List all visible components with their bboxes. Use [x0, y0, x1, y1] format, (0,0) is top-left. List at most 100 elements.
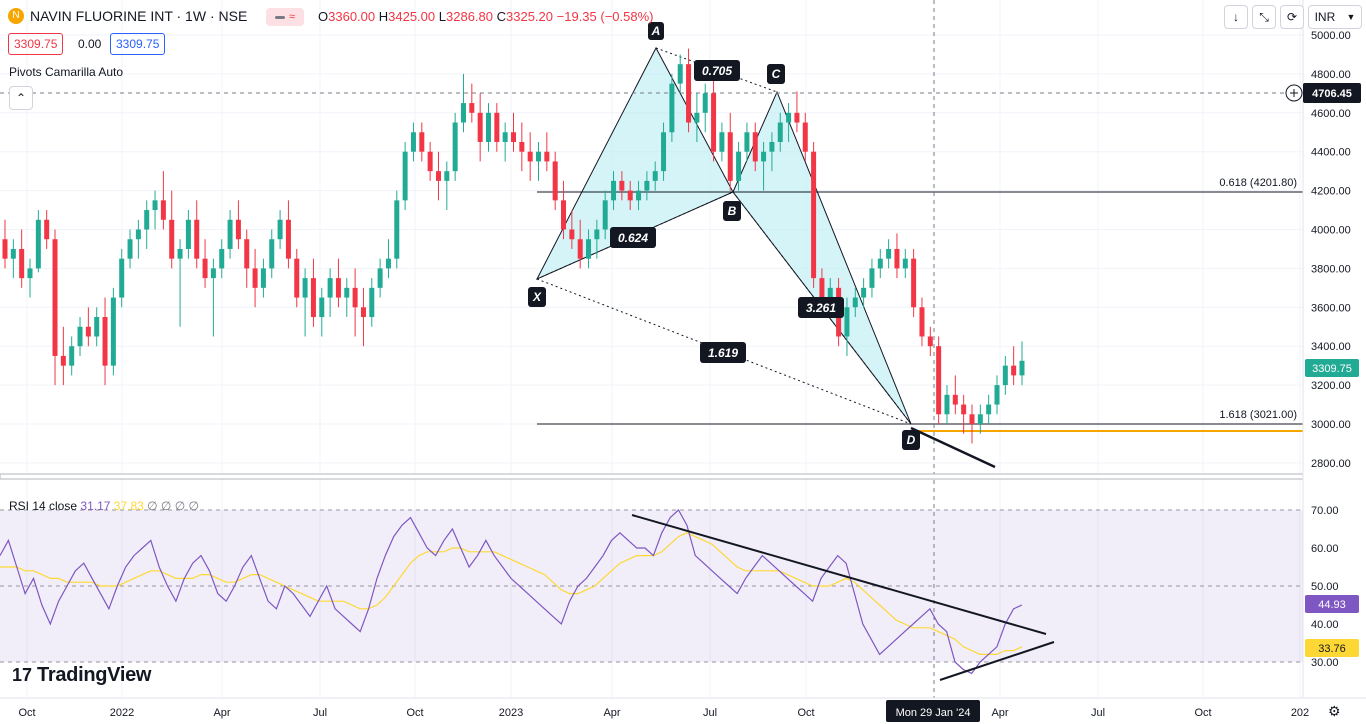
refresh-icon: ⟳ — [1286, 10, 1298, 24]
rsi-tick: 30.00 — [1311, 657, 1339, 669]
chevron-down-icon: ▼ — [1346, 12, 1356, 22]
candle — [927, 326, 933, 356]
visibility-toggle[interactable]: ≈ — [266, 8, 304, 26]
candle — [594, 219, 600, 259]
symbol-title: NAVIN FLUORINE INT · 1W · NSE — [30, 8, 248, 24]
crosshair-price-label: 4706.45 — [1303, 83, 1361, 103]
price-axis: 5000.00 4800.00 4600.00 4400.00 4200.00 4000.… — [1311, 30, 1351, 470]
time-tick: 2023 — [499, 707, 523, 719]
time-tick: 202 — [1291, 707, 1309, 719]
price-tick: 4000.00 — [1311, 225, 1351, 237]
candle — [69, 336, 75, 376]
candle — [669, 73, 675, 142]
symbol-logo-icon: N — [8, 8, 24, 24]
candle — [877, 248, 883, 279]
candle — [702, 83, 708, 133]
candle — [310, 258, 316, 327]
price-tick: 3600.00 — [1311, 302, 1351, 314]
candle — [269, 229, 275, 279]
candle — [569, 210, 575, 249]
price-tick: 4400.00 — [1311, 147, 1351, 159]
time-tick: Jul — [1091, 707, 1105, 719]
candle — [285, 200, 291, 269]
bid-box[interactable]: 3309.75 — [8, 33, 64, 55]
arrow-down-button[interactable]: ↓ — [1224, 5, 1248, 29]
point-label-x: X — [528, 287, 546, 307]
candle — [327, 268, 333, 318]
candle — [919, 297, 925, 347]
pane-separator[interactable] — [0, 473, 1304, 480]
candle — [302, 268, 308, 337]
currency-select[interactable]: INR ▼ — [1308, 5, 1362, 29]
fullscreen-button[interactable]: ⤡ — [1252, 5, 1276, 29]
ohlc-values: O3360.00 H3425.00 L3286.80 C3325.20 −19.… — [318, 9, 654, 24]
candle — [185, 210, 191, 259]
currency-label: INR — [1314, 10, 1336, 24]
candle — [394, 190, 400, 269]
svg-text:1.619: 1.619 — [708, 346, 738, 360]
collapse-button[interactable]: ⌃ — [9, 86, 33, 110]
candle — [52, 229, 58, 386]
candle — [202, 239, 208, 288]
symbol-header[interactable]: N NAVIN FLUORINE INT · 1W · NSE — [8, 8, 247, 24]
svg-text:33.76: 33.76 — [1318, 643, 1346, 655]
candle — [360, 287, 366, 347]
svg-text:3309.75: 3309.75 — [1312, 363, 1352, 375]
tv-logo-icon: 17 — [12, 665, 33, 685]
candle — [969, 404, 975, 444]
candle — [102, 297, 108, 386]
candle — [527, 132, 533, 181]
candle — [344, 278, 350, 318]
candle — [169, 190, 175, 269]
time-cursor-label: Mon 29 Jan '24 — [886, 700, 980, 722]
candle — [85, 307, 91, 347]
rsi-trend-lower — [939, 641, 1055, 681]
harmonic-ac — [655, 47, 778, 93]
fib-0618-label: 0.618 (4201.80) — [1219, 177, 1297, 189]
candle — [1011, 346, 1017, 386]
candle — [335, 258, 341, 308]
candle — [502, 122, 508, 162]
candle — [260, 258, 266, 298]
candle — [352, 268, 358, 337]
candle — [519, 122, 525, 172]
candle — [419, 122, 425, 162]
candle — [452, 112, 458, 181]
time-tick: Oct — [1194, 707, 1211, 719]
candle — [561, 180, 567, 240]
price-tick: 5000.00 — [1311, 30, 1351, 42]
ratio-label-xd: 1.619 — [700, 342, 746, 363]
refresh-button[interactable]: ⟳ — [1280, 5, 1304, 29]
candle — [961, 394, 967, 434]
candle — [794, 91, 800, 133]
settings-button[interactable]: ⚙ — [1328, 703, 1344, 719]
rsi-header[interactable]: RSI 14 close 31.17 37.83 ∅ ∅ ∅ ∅ — [9, 499, 199, 513]
tradingview-logo: 17 TradingView — [12, 664, 151, 687]
candle — [744, 122, 750, 162]
price-tick: 4200.00 — [1311, 186, 1351, 198]
candle — [602, 190, 608, 240]
chevron-up-icon: ⌃ — [15, 91, 27, 105]
time-tick: Jul — [313, 707, 327, 719]
candle — [35, 210, 41, 273]
candle — [177, 239, 183, 327]
candle — [861, 278, 867, 308]
candle — [619, 171, 625, 201]
svg-text:B: B — [728, 204, 737, 218]
candle — [711, 73, 717, 162]
candle — [410, 122, 416, 162]
indicator-label[interactable]: Pivots Camarilla Auto — [9, 65, 124, 79]
candle — [94, 307, 100, 347]
candles-group — [2, 48, 1025, 444]
ask-box[interactable]: 3309.75 — [110, 33, 166, 55]
rsi-value: 31.17 — [80, 499, 111, 513]
point-label-a: A — [648, 22, 664, 40]
rsi-label: RSI 14 close — [9, 499, 78, 513]
rsi-tick: 70.00 — [1311, 505, 1339, 517]
price-tick: 2800.00 — [1311, 458, 1351, 470]
ratio-label-xb: 0.624 — [610, 227, 656, 248]
crosshair-add-icon[interactable] — [1285, 84, 1303, 102]
candle — [777, 112, 783, 152]
time-tick: Oct — [797, 707, 814, 719]
